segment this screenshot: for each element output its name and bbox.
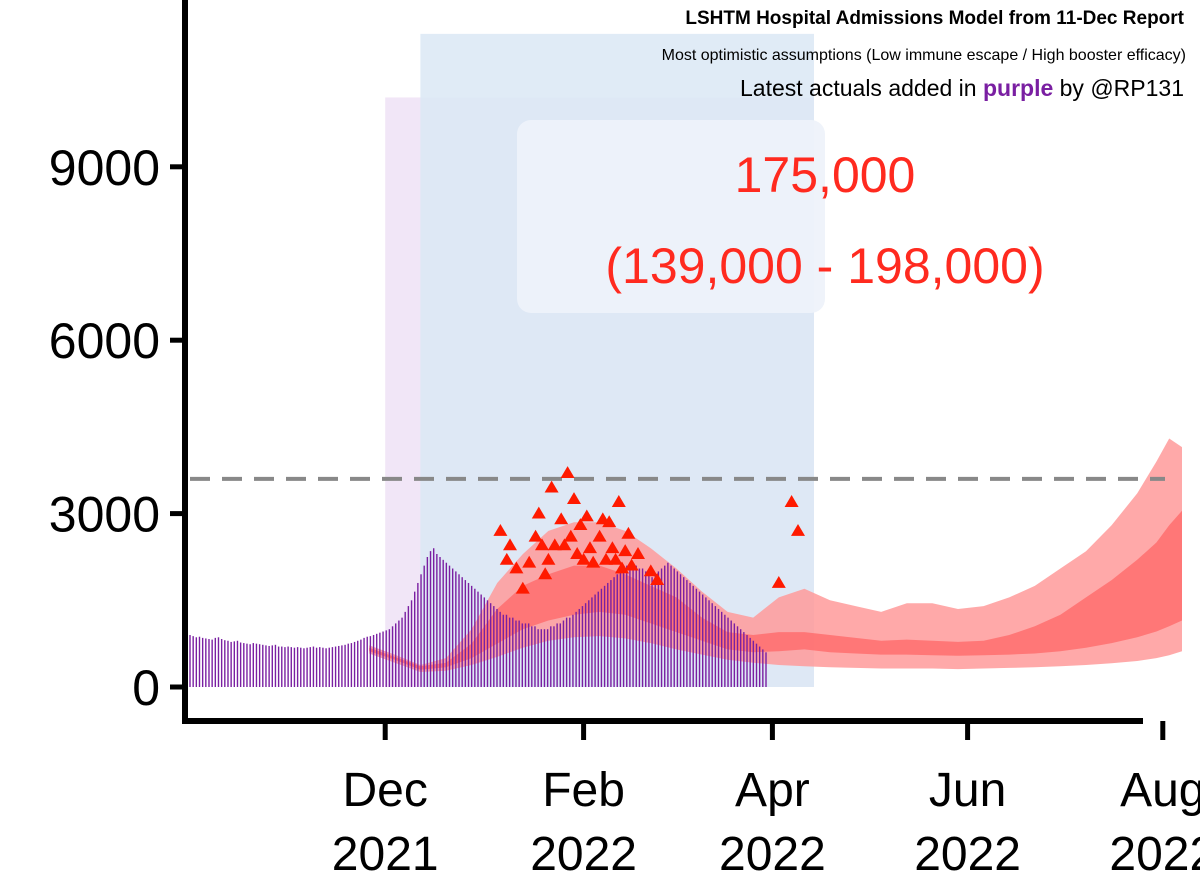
reported-point-triangle xyxy=(621,526,636,539)
reported-point-triangle xyxy=(631,547,645,559)
reported-point-triangle xyxy=(592,529,607,542)
note-highlight: purple xyxy=(983,75,1053,101)
projection-bands xyxy=(369,438,1182,672)
reported-points xyxy=(493,466,805,594)
x-ticks: Dec 2021 Feb 2022 Apr 2022 Jun 2022 Aug 2022 xyxy=(332,721,1200,881)
x-tick-label-month: Dec xyxy=(343,764,428,817)
reported-point-triangle xyxy=(541,552,556,565)
reported-point-triangle xyxy=(784,495,799,507)
y-tick-label: 6000 xyxy=(49,313,160,369)
x-tick-label-month: Aug xyxy=(1120,764,1200,817)
reported-point-triangle xyxy=(618,544,633,557)
reported-point-triangle xyxy=(557,538,572,551)
reported-point-triangle xyxy=(535,538,549,551)
chart-title: LSHTM Hospital Admissions Model from 11-… xyxy=(685,8,1184,29)
y-tick-label: 9000 xyxy=(49,140,160,196)
y-tick-label: 0 xyxy=(132,660,160,716)
chart-note: Latest actuals added in purple by @RP131 xyxy=(740,75,1184,101)
chart-subtitle: Most optimistic assumptions (Low immune … xyxy=(662,47,1186,64)
reported-point-triangle xyxy=(554,512,569,525)
reported-point-triangle xyxy=(611,495,626,507)
projection-inner-band xyxy=(369,510,1182,670)
reported-point-triangle xyxy=(605,541,620,554)
x-tick-label-month: Apr xyxy=(735,764,810,817)
x-tick-label-year: 2021 xyxy=(332,828,439,881)
y-ticks: 0 3000 6000 9000 xyxy=(49,140,185,716)
x-tick-label-year: 2022 xyxy=(1109,828,1200,881)
reported-point-triangle xyxy=(650,573,665,585)
reported-point-triangle xyxy=(547,538,562,551)
reported-point-triangle xyxy=(538,567,553,580)
reported-point-triangle xyxy=(643,564,658,577)
reported-point-triangle xyxy=(579,509,594,522)
x-tick-label-year: 2022 xyxy=(914,828,1021,881)
reported-point-triangle xyxy=(560,466,575,479)
reported-point-triangle xyxy=(503,538,517,551)
reported-point-triangle xyxy=(573,518,588,531)
note-prefix: Latest actuals added in xyxy=(740,75,983,101)
x-tick-label-month: Jun xyxy=(929,764,1006,817)
reported-point-triangle xyxy=(567,492,581,505)
reported-point-triangle xyxy=(493,523,508,536)
reported-point-triangle xyxy=(586,555,601,568)
reported-point-triangle xyxy=(791,523,805,536)
annotation-range: (139,000 - 198,000) xyxy=(605,238,1044,294)
reported-point-triangle xyxy=(576,552,591,565)
reported-point-triangle xyxy=(515,581,530,594)
annotation-total: 175,000 xyxy=(735,147,916,203)
reported-point-triangle xyxy=(544,480,559,493)
reported-point-triangle xyxy=(771,575,786,588)
reported-point-triangle xyxy=(499,552,514,565)
reported-point-triangle xyxy=(528,529,543,542)
annotation-box xyxy=(517,120,825,313)
reported-point-triangle xyxy=(570,547,585,559)
reported-point-triangle xyxy=(522,555,537,568)
reported-point-triangle xyxy=(624,558,639,571)
reported-point-triangle xyxy=(602,515,617,528)
y-tick-label: 3000 xyxy=(49,487,160,543)
actuals-bars xyxy=(189,548,767,687)
reported-point-triangle xyxy=(583,541,597,554)
x-tick-label-year: 2022 xyxy=(530,828,637,881)
reported-point-triangle xyxy=(563,529,578,542)
reported-point-triangle xyxy=(531,506,546,519)
x-tick-label-year: 2022 xyxy=(719,828,826,881)
note-suffix: by @RP131 xyxy=(1053,75,1184,101)
reported-point-triangle xyxy=(509,561,524,574)
reported-point-triangle xyxy=(608,552,623,565)
x-tick-label-month: Feb xyxy=(542,764,625,817)
reported-point-triangle xyxy=(599,552,613,565)
